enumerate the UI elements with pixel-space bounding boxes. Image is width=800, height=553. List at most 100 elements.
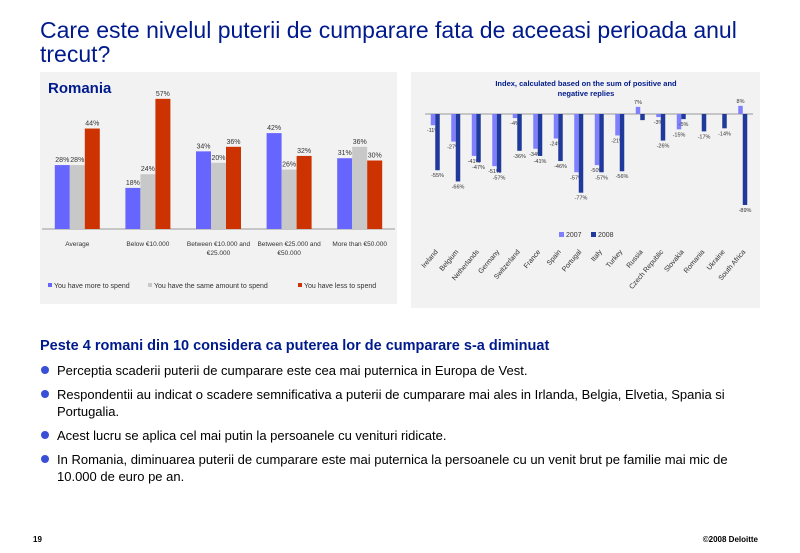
data-label: -89% — [739, 208, 752, 214]
data-label: 57% — [156, 91, 170, 98]
copyright: ©2008 Deloitte — [702, 535, 758, 544]
data-label: 44% — [85, 121, 99, 128]
data-label: 36% — [353, 139, 367, 146]
bullet-item: Respondentii au indicat o scadere semnif… — [40, 386, 760, 420]
bullet-dot-icon — [41, 431, 49, 439]
data-label: 20% — [211, 155, 225, 162]
data-label: -5% — [679, 122, 689, 128]
bar — [558, 114, 563, 162]
bar — [337, 158, 353, 229]
data-label: 34% — [196, 143, 210, 150]
bar — [660, 114, 666, 141]
bar — [69, 165, 85, 229]
data-label: -36% — [513, 154, 526, 160]
bullet-text: Respondentii au indicat o scadere semnif… — [57, 387, 725, 419]
data-label: -17% — [698, 134, 711, 140]
chart-title: Index, calculated based on the sum of po… — [495, 79, 677, 88]
data-label: -34% — [529, 152, 542, 158]
category-label: Between €25.000 and — [257, 241, 321, 248]
legend-swatch — [48, 283, 52, 287]
bullet-text: Perceptia scaderii puterii de cumparare … — [57, 363, 528, 378]
data-label: 31% — [338, 150, 352, 157]
data-label: -46% — [554, 164, 567, 170]
category-label: €25.000 — [207, 250, 231, 257]
bar — [430, 114, 436, 126]
bar — [594, 114, 600, 166]
data-label: -41% — [468, 159, 481, 165]
bar — [512, 114, 518, 119]
bar — [635, 106, 641, 114]
data-label: 30% — [368, 153, 382, 160]
data-label: 28% — [70, 157, 84, 164]
bar — [155, 98, 171, 229]
data-label: -4% — [510, 121, 520, 127]
country-label: Russia — [626, 249, 645, 270]
bar — [537, 114, 543, 156]
bar — [681, 114, 686, 120]
bar — [615, 114, 620, 136]
data-label: 8% — [737, 99, 745, 105]
data-label: -50% — [591, 168, 604, 174]
legend-label: 2007 — [566, 232, 582, 239]
data-label: -57% — [570, 175, 583, 181]
data-label: -3% — [654, 120, 664, 126]
data-label: -24% — [550, 142, 563, 148]
bar — [742, 114, 748, 205]
data-label: 24% — [141, 166, 155, 173]
bullet-dot-icon — [41, 390, 49, 398]
data-label: 42% — [267, 125, 281, 132]
bar — [455, 114, 461, 182]
bar — [553, 114, 559, 139]
data-label: -55% — [431, 173, 444, 179]
bar — [619, 114, 625, 172]
data-label: 32% — [297, 148, 311, 155]
bar — [599, 114, 604, 173]
country-label: Turkey — [605, 248, 624, 269]
data-label: -14% — [718, 131, 731, 137]
bar — [676, 114, 682, 130]
bar — [476, 114, 481, 163]
bullet-dot-icon — [41, 455, 49, 463]
chart-title: Romania — [48, 80, 112, 97]
bar — [574, 114, 579, 173]
category-label: More than €50.000 — [332, 241, 387, 248]
data-label: -11% — [427, 128, 440, 134]
country-label: Romania — [683, 249, 706, 275]
data-label: -27% — [447, 145, 460, 151]
bar — [54, 165, 70, 229]
legend-label: 2008 — [598, 232, 614, 239]
bar — [196, 151, 211, 229]
bar — [738, 105, 743, 114]
bar — [435, 114, 440, 171]
page-number: 19 — [33, 535, 42, 544]
data-label: 18% — [126, 180, 140, 187]
bullet-item: In Romania, diminuarea puterii de cumpar… — [40, 451, 760, 485]
category-label: €50.000 — [277, 250, 301, 257]
bar — [296, 155, 312, 229]
legend-swatch — [148, 283, 152, 287]
country-label: Ireland — [421, 249, 440, 270]
data-label: -57% — [595, 175, 608, 181]
data-label: 7% — [634, 100, 642, 106]
bullet-dot-icon — [41, 366, 49, 374]
category-label: Below €10.000 — [126, 241, 169, 248]
bar — [226, 146, 241, 229]
legend-swatch — [591, 232, 596, 237]
data-label: -15% — [673, 132, 686, 138]
bar — [492, 114, 497, 167]
legend-label: You have less to spend — [304, 283, 376, 290]
legend-label: You have more to spend — [54, 283, 130, 290]
bar — [451, 114, 456, 142]
romania-chart-svg: Romania 28% 28% 44% Average 18%24% 57% Below €1… — [42, 80, 395, 290]
data-label: -77% — [575, 196, 588, 202]
country-label: France — [523, 249, 542, 270]
bar — [281, 169, 297, 229]
data-label: -57% — [493, 175, 506, 181]
category-label: Average — [65, 241, 89, 248]
bar — [722, 114, 727, 129]
bullet-item: Acest lucru se aplica cel mai putin la p… — [40, 427, 760, 444]
data-label: 26% — [282, 162, 296, 169]
data-label: 28% — [55, 157, 69, 164]
romania-income-chart: Romania 28% 28% 44% Average 18% 24% 57% Below €1… — [40, 72, 397, 304]
bar — [125, 187, 141, 229]
